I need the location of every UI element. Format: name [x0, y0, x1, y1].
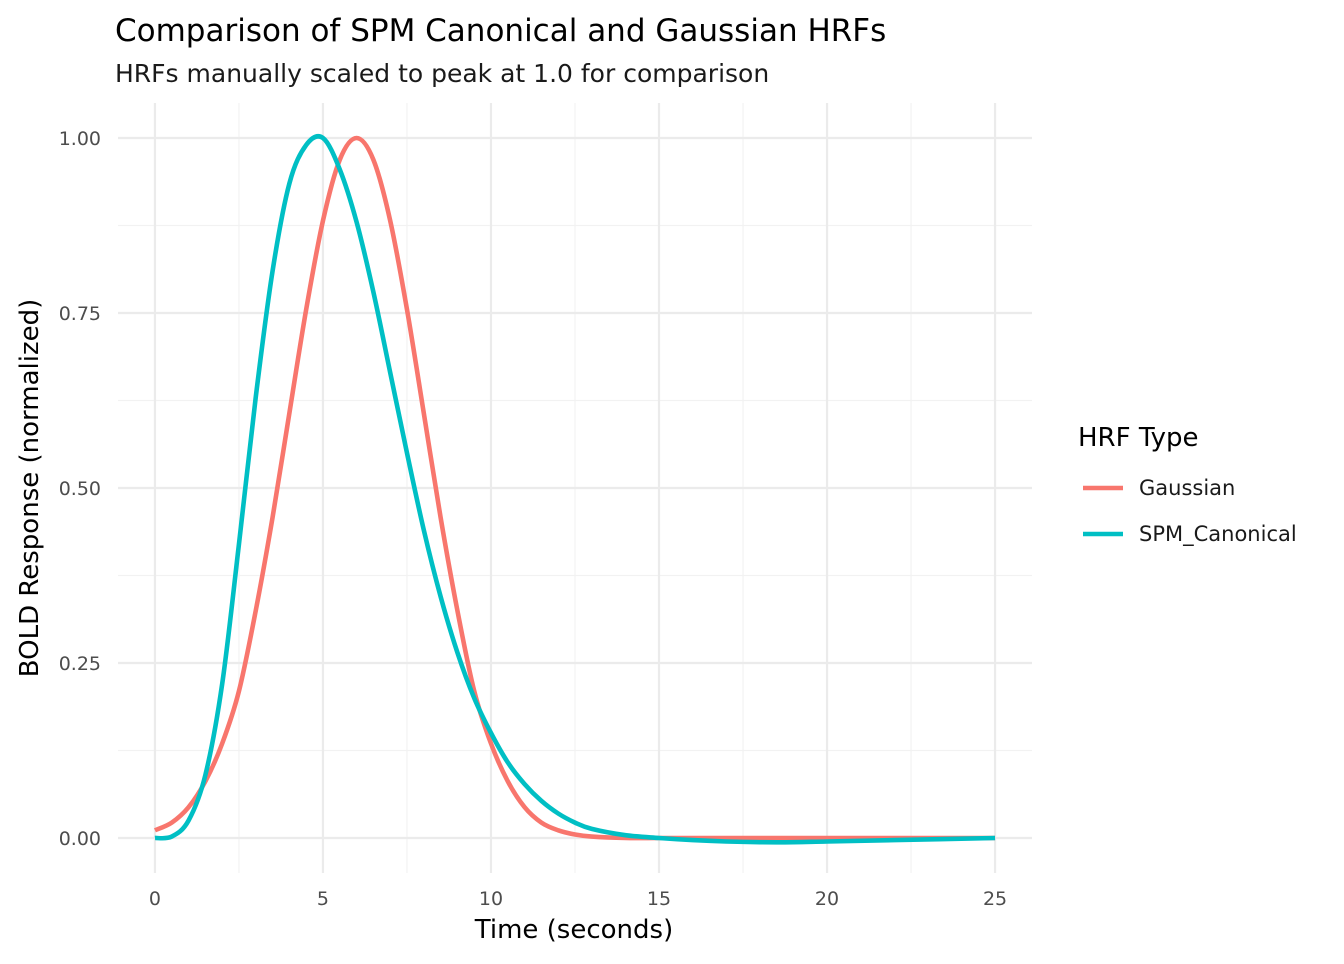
series-lines	[154, 134, 996, 845]
y-tick-label: 0.75	[59, 303, 101, 325]
x-axis-ticks: 0 5 10 15 20 25	[149, 888, 1007, 910]
y-tick-label: 0.50	[59, 478, 101, 500]
x-tick-label: 0	[149, 888, 161, 910]
y-axis-title: BOLD Response (normalized)	[15, 299, 45, 678]
y-tick-label: 0.25	[59, 653, 101, 675]
x-tick-label: 5	[317, 888, 329, 910]
x-tick-label: 20	[815, 888, 839, 910]
legend-label-spm-canonical: SPM_Canonical	[1139, 522, 1297, 547]
series-line-spm-canonical	[154, 134, 996, 845]
x-axis-title: Time (seconds)	[474, 915, 673, 945]
x-tick-label: 15	[647, 888, 671, 910]
y-tick-label: 0.00	[59, 828, 101, 850]
x-tick-label: 10	[479, 888, 503, 910]
y-axis-ticks: 0.00 0.25 0.50 0.75 1.00	[59, 128, 101, 850]
legend-title: HRF Type	[1078, 423, 1199, 453]
legend-label-gaussian: Gaussian	[1139, 476, 1235, 500]
chart-title: Comparison of SPM Canonical and Gaussian…	[115, 13, 886, 49]
x-tick-label: 25	[983, 888, 1007, 910]
chart-subtitle: HRFs manually scaled to peak at 1.0 for …	[115, 59, 769, 88]
y-tick-label: 1.00	[59, 128, 101, 150]
legend: Gaussian SPM_Canonical	[1083, 476, 1297, 547]
